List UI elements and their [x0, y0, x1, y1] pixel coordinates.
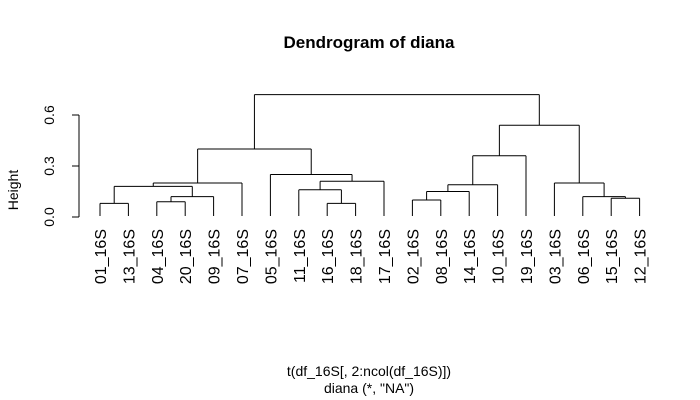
- y-ticks: 0.0 0.3 0.6: [41, 105, 79, 227]
- leaf-label: 19_16S: [519, 229, 536, 284]
- leaf-label: 04_16S: [150, 229, 167, 284]
- leaf-label: 13_16S: [121, 229, 138, 284]
- leaf-label: 08_16S: [434, 229, 451, 284]
- leaf-label: 11_16S: [292, 229, 309, 283]
- y-tick-label: 0.0: [41, 207, 57, 227]
- leaf-label: 14_16S: [462, 229, 479, 284]
- y-tick-label: 0.6: [41, 105, 57, 125]
- leaf-label: 18_16S: [349, 229, 366, 284]
- leaf-label: 03_16S: [547, 229, 564, 284]
- leaf-label: 06_16S: [576, 229, 593, 284]
- leaf-label: 17_16S: [377, 229, 394, 284]
- dendrogram-links: [99, 94, 641, 216]
- leaf-label: 16_16S: [320, 229, 337, 284]
- chart-subtitle: diana (*, "NA"): [324, 380, 414, 396]
- leaf-label: 02_16S: [405, 229, 422, 284]
- x-axis-label: t(df_16S[, 2:ncol(df_16S)]): [287, 363, 451, 379]
- leaf-label: 15_16S: [604, 229, 621, 284]
- leaf-label: 05_16S: [263, 229, 280, 284]
- leaf-label: 07_16S: [235, 229, 252, 284]
- leaf-label: 10_16S: [491, 229, 508, 284]
- leaf-label: 20_16S: [178, 229, 195, 284]
- y-axis-label: Height: [5, 170, 21, 211]
- y-axis: 0.0 0.3 0.6: [41, 105, 80, 227]
- leaf-label: 09_16S: [207, 229, 224, 284]
- y-tick-label: 0.3: [41, 156, 57, 176]
- leaf-label: 01_16S: [93, 229, 110, 284]
- leaf-label: 12_16S: [633, 229, 650, 284]
- chart-title: Dendrogram of diana: [284, 33, 456, 52]
- leaf-labels: 01_16S 13_16S 04_16S 20_16S 09_16S 07_16S 05_1…: [93, 229, 650, 284]
